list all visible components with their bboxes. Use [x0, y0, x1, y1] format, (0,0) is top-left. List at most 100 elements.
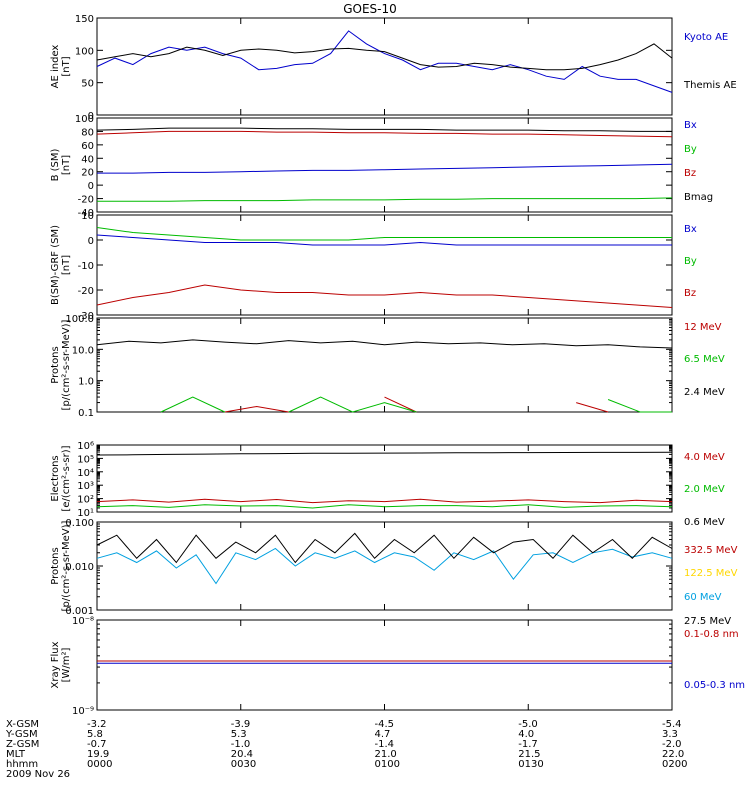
y-axis-label-line: [e/(cm²-s-sr)] — [61, 445, 72, 511]
footer-row-label: X-GSM — [6, 719, 39, 730]
y-axis-label-line: Electrons — [50, 455, 61, 501]
series-line-kyoto-ae — [96, 30, 673, 93]
ytick-label: 1.0 — [78, 377, 94, 388]
ytick-label: 0 — [88, 236, 94, 247]
ytick-label: 50 — [81, 79, 94, 90]
legend-label: Bx — [684, 120, 697, 131]
footer-value: 3.3 — [662, 729, 678, 740]
panel-b-minus-grf: -30 -20 -10 0 10 B(SM)-GRF (SM)[nT] Bx By Bz — [50, 211, 697, 322]
ytick-label: 10² — [77, 495, 94, 506]
footer-row-label: Y-GSM — [5, 729, 38, 740]
footer-value: 20.4 — [231, 749, 253, 760]
footer-value: 4.0 — [518, 729, 534, 740]
ytick-label: 0 — [88, 181, 94, 192]
footer-value: 5.3 — [231, 729, 247, 740]
legend-label: 4.0 MeV — [684, 452, 725, 463]
footer-row-label: hhmm — [6, 759, 38, 770]
footer-value: -1.0 — [231, 739, 251, 750]
series-line-bx — [96, 234, 672, 246]
series-line-4-0-mev — [96, 498, 673, 504]
footer-value: 0000 — [87, 759, 112, 770]
legend-label: Bz — [684, 168, 696, 179]
ytick-label: 10⁵ — [77, 454, 94, 465]
y-axis-label-line: B(SM)-GRF (SM) — [50, 225, 61, 305]
ytick-label: 0.010 — [65, 562, 94, 573]
legend-label: 0.1-0.8 nm — [684, 629, 739, 640]
legend-label: Bmag — [684, 192, 713, 203]
panel-frame — [96, 619, 673, 711]
ytick-label: 100 — [75, 46, 94, 57]
y-axis-label: B (SM)[nT] — [50, 148, 72, 181]
y-axis-label: B(SM)-GRF (SM)[nT] — [50, 225, 72, 305]
ytick-label: -20 — [78, 195, 94, 206]
series-line-bz — [96, 284, 673, 308]
series-line-bz — [96, 130, 673, 138]
y-axis-label-line: [p/(cm²-s-sr-MeV)] — [61, 520, 72, 611]
series-line-bmag — [96, 127, 672, 132]
footer-value: 21.5 — [518, 749, 540, 760]
ytick-label: 10¹ — [77, 508, 94, 519]
legend-label: 12 MeV — [684, 322, 722, 333]
y-axis-label-line: [nT] — [61, 56, 72, 76]
ytick-label: 0 — [88, 111, 94, 122]
footer-value: 0030 — [231, 759, 256, 770]
y-axis-label-line: [p/(cm²-s-sr-MeV)] — [61, 319, 72, 410]
y-axis-label-line: AE index — [50, 45, 61, 89]
panel-electrons: 10¹ 10² 10³ 10⁴ 10⁵ 10⁶ Electrons[e/(cm²-s-sr)… — [50, 441, 725, 528]
legend-label: 0.6 MeV — [684, 517, 725, 528]
footer-value: 19.9 — [87, 749, 109, 760]
footer-value: -1.4 — [375, 739, 395, 750]
series-line-27-5-mev — [96, 532, 673, 564]
ytick-label: -30 — [78, 311, 94, 322]
footer-row-label: Z-GSM — [6, 739, 39, 750]
ytick-label: 10⁴ — [77, 468, 94, 479]
footer-value: 0100 — [375, 759, 400, 770]
series-line-2-0-mev — [96, 504, 673, 509]
legend-label: Bz — [684, 288, 696, 299]
chart-title: GOES-10 — [343, 2, 397, 16]
footer-value: -5.4 — [662, 719, 682, 730]
ytick-label: 10⁶ — [77, 441, 94, 452]
footer-row-label: 2009 Nov 26 — [6, 769, 70, 780]
legend-label: 6.5 MeV — [684, 354, 725, 365]
footer-value: -3.2 — [87, 719, 107, 730]
legend-label: 122.5 MeV — [684, 568, 738, 579]
footer-value: 21.0 — [375, 749, 397, 760]
panel-protons-low: 0.0010.0100.100Protons[p/(cm²-s-sr-MeV)]… — [50, 518, 738, 627]
legend-label: Bx — [684, 224, 697, 235]
legend-label: 2.0 MeV — [684, 484, 725, 495]
y-axis-label-line: B (SM) — [50, 148, 61, 181]
series-line-bx — [97, 163, 673, 174]
y-axis-label-line: [nT] — [61, 155, 72, 175]
ytick-label: -40 — [78, 208, 94, 219]
footer-value: -3.9 — [231, 719, 251, 730]
series-line-by — [97, 197, 673, 202]
series-line-themis-ae — [96, 43, 673, 71]
footer-row-label: MLT — [6, 749, 26, 760]
ytick-label: 40 — [81, 154, 94, 165]
series-line-2-4-mev — [96, 339, 673, 349]
footer-value: 5.8 — [87, 729, 103, 740]
footer-value: -4.5 — [375, 719, 395, 730]
y-axis-label: Protons[p/(cm²-s-sr-MeV)] — [50, 319, 72, 410]
panel-frame — [96, 17, 673, 116]
series-line-12-mev — [224, 396, 609, 413]
panel-frame — [96, 521, 673, 611]
footer-value: -5.0 — [518, 719, 538, 730]
legend-label: Kyoto AE — [684, 32, 728, 43]
panel-frame — [96, 117, 673, 213]
ytick-label: 10⁻⁹ — [72, 706, 94, 717]
y-axis-label-line: [nT] — [61, 255, 72, 275]
ytick-label: 10³ — [77, 481, 94, 492]
footer-value: -0.7 — [87, 739, 107, 750]
panel-ae-index: 0 50 100 150 AE index[nT] Kyoto AE Themis AE — [50, 14, 737, 122]
y-axis-label-line: Xray Flux — [50, 641, 61, 688]
ytick-label: 80 — [81, 127, 94, 138]
ytick-label: 0.1 — [78, 408, 94, 419]
y-axis-label: Xray Flux[W/m²] — [50, 641, 72, 688]
ytick-label: 10⁻⁸ — [72, 616, 94, 627]
y-axis-label: Electrons[e/(cm²-s-sr)] — [50, 445, 72, 511]
y-axis-label: Protons[p/(cm²-s-sr-MeV)] — [50, 520, 72, 611]
